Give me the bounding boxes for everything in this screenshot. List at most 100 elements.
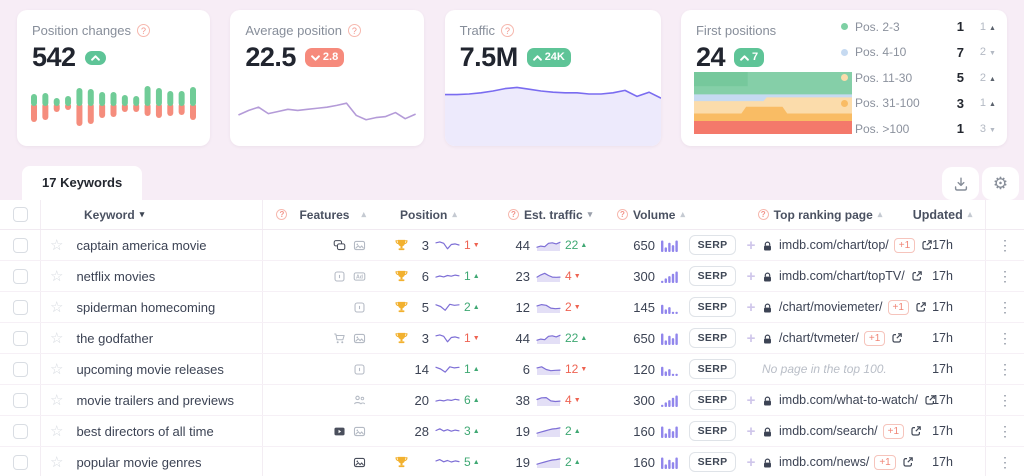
serp-cell: SERP (685, 385, 740, 415)
kebab-menu-icon[interactable]: ⋮ (998, 268, 1012, 284)
keyword-text[interactable]: movie trailers and previews (76, 392, 234, 408)
page-url[interactable]: imdb.com/news/ (779, 455, 870, 469)
serp-badge[interactable]: SERP (688, 421, 737, 441)
help-icon[interactable]: ? (501, 24, 515, 37)
serp-badge[interactable]: SERP (688, 328, 737, 348)
extra-pages-badge[interactable]: +1 (887, 299, 909, 315)
kebab-menu-icon[interactable]: ⋮ (998, 392, 1012, 408)
features-cell (262, 292, 390, 322)
serp-badge[interactable]: SERP (688, 266, 737, 286)
sort-icon[interactable]: ▾ (139, 209, 145, 219)
external-link-icon[interactable] (910, 425, 922, 437)
kebab-menu-icon[interactable]: ⋮ (998, 330, 1012, 346)
page-url[interactable]: imdb.com/what-to-watch/ (779, 393, 918, 407)
info-icon[interactable]: ? (617, 209, 628, 220)
header-keyword[interactable]: Keyword ▾ (40, 200, 262, 229)
sort-icon[interactable]: ▴ (452, 209, 457, 219)
favorite-star-icon[interactable]: ☆ (50, 391, 64, 409)
keyword-text[interactable]: upcoming movie releases (76, 361, 224, 377)
keyword-text[interactable]: the godfather (76, 330, 154, 346)
extra-pages-badge[interactable]: +1 (893, 237, 916, 253)
favorite-star-icon[interactable]: ☆ (50, 236, 64, 254)
serp-badge[interactable]: SERP (688, 390, 737, 410)
row-checkbox[interactable] (12, 454, 28, 470)
kebab-menu-icon[interactable]: ⋮ (998, 361, 1012, 377)
plus-icon[interactable]: + (746, 267, 756, 285)
header-est-traffic[interactable]: ? Est. traffic ▾ (500, 200, 615, 229)
sort-icon[interactable]: ▴ (680, 209, 685, 219)
plus-icon[interactable]: + (746, 298, 756, 316)
info-icon[interactable]: ? (508, 209, 519, 220)
select-all-checkbox[interactable] (12, 207, 28, 222)
plus-icon[interactable]: + (746, 236, 756, 254)
plus-icon[interactable]: + (746, 453, 756, 471)
keyword-text[interactable]: netflix movies (76, 268, 156, 284)
extra-pages-badge[interactable]: +1 (874, 454, 896, 470)
page-url[interactable]: /chart/tvmeter/ (779, 331, 859, 345)
kebab-menu-icon[interactable]: ⋮ (998, 237, 1012, 253)
external-link-icon[interactable] (921, 239, 933, 251)
plus-icon[interactable]: + (746, 422, 756, 440)
favorite-star-icon[interactable]: ☆ (50, 298, 64, 316)
card-title: Traffic (459, 23, 496, 38)
plus-icon[interactable]: + (746, 391, 756, 409)
row-checkbox[interactable] (12, 299, 28, 315)
external-link-icon[interactable] (902, 456, 914, 468)
header-top-ranking-page[interactable]: ? Top ranking page ▴ (740, 200, 900, 229)
keyword-text[interactable]: captain america movie (76, 237, 207, 253)
serp-badge[interactable]: SERP (688, 297, 737, 317)
page-url[interactable]: imdb.com/chart/top/ (779, 238, 889, 252)
external-link-icon[interactable] (915, 301, 927, 313)
favorite-star-icon[interactable]: ☆ (50, 422, 64, 440)
page-url[interactable]: imdb.com/chart/topTV/ (779, 269, 905, 283)
help-icon[interactable]: ? (347, 24, 361, 37)
help-icon[interactable]: ? (137, 24, 151, 37)
external-link-icon[interactable] (924, 394, 936, 406)
header-features[interactable]: ? Features ▴ (262, 200, 390, 229)
row-checkbox[interactable] (12, 361, 28, 377)
page-url[interactable]: /chart/moviemeter/ (779, 300, 883, 314)
change-down: 2 ▼ (565, 300, 581, 314)
favorite-star-icon[interactable]: ☆ (50, 267, 64, 285)
serp-badge[interactable]: SERP (688, 452, 737, 472)
favorite-star-icon[interactable]: ☆ (50, 453, 64, 471)
keyword-text[interactable]: popular movie genres (76, 454, 202, 470)
kebab-menu-icon[interactable]: ⋮ (998, 299, 1012, 315)
external-link-icon[interactable] (911, 270, 923, 282)
header-volume[interactable]: ? Volume ▴ (615, 200, 685, 229)
kebab-menu-icon[interactable]: ⋮ (998, 454, 1012, 470)
sort-icon[interactable]: ▴ (361, 209, 366, 219)
tab-keywords[interactable]: 17 Keywords (22, 166, 143, 200)
header-position[interactable]: Position ▴ (390, 200, 500, 229)
row-checkbox[interactable] (12, 330, 28, 346)
extra-pages-badge[interactable]: +1 (863, 330, 886, 346)
row-checkbox[interactable] (12, 268, 28, 284)
plus-icon[interactable]: + (746, 329, 756, 347)
external-link-icon[interactable] (891, 332, 903, 344)
sort-icon[interactable]: ▴ (877, 209, 883, 219)
settings-button[interactable]: ⚙ (982, 167, 1019, 200)
serp-badge[interactable]: SERP (688, 359, 737, 379)
serp-badge[interactable]: SERP (688, 235, 737, 255)
favorite-star-icon[interactable]: ☆ (50, 329, 64, 347)
keyword-text[interactable]: spiderman homecoming (76, 299, 216, 315)
row-checkbox[interactable] (12, 423, 28, 439)
sort-icon[interactable]: ▴ (967, 209, 973, 219)
kebab-menu-icon[interactable]: ⋮ (998, 423, 1012, 439)
info-icon[interactable]: ? (757, 209, 769, 220)
extra-pages-badge[interactable]: +1 (882, 423, 905, 439)
top-ranking-page-cell: + imdb.com/chart/topTV/ (740, 261, 922, 291)
keyword-text[interactable]: best directors of all time (76, 423, 214, 439)
row-checkbox[interactable] (12, 392, 28, 408)
keyword-cell: ☆ movie trailers and previews (40, 385, 262, 415)
export-button[interactable] (942, 167, 979, 200)
header-updated[interactable]: Updated ▴ (900, 200, 985, 229)
info-icon[interactable]: ? (276, 209, 288, 220)
sort-icon[interactable]: ▾ (587, 209, 593, 219)
arrow-down-icon: ▼ (472, 334, 480, 342)
page-url[interactable]: imdb.com/search/ (779, 424, 878, 438)
favorite-star-icon[interactable]: ☆ (50, 360, 64, 378)
row-checkbox[interactable] (12, 237, 28, 253)
change-up: 2 ▲ (464, 300, 480, 314)
legend-dot (840, 48, 848, 56)
